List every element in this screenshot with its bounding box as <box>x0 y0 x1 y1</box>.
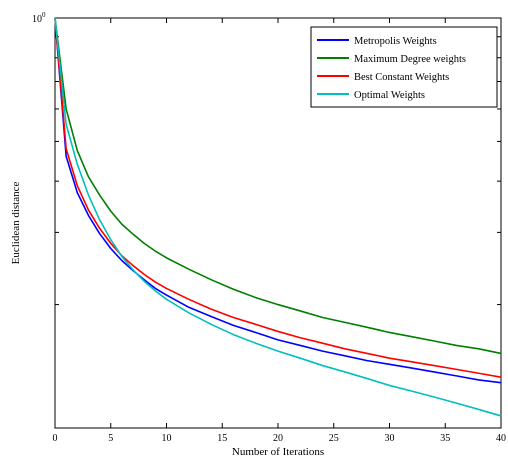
x-tick-label: 20 <box>273 433 283 444</box>
y-tick-label-exponent: 0 <box>42 11 46 19</box>
y-minor-ticks <box>55 36 501 306</box>
legend-label-3: Optimal Weights <box>354 90 425 101</box>
y-axis-label: Euclidean distance <box>10 182 22 265</box>
series-line-1 <box>54 17 502 355</box>
x-axis-label: Number of Iterations <box>232 446 324 458</box>
legend-label-0: Metropolis Weights <box>354 36 437 47</box>
series-lines <box>54 17 502 417</box>
y-tick-label-base: 10 <box>32 14 42 25</box>
x-tick-label: 40 <box>496 433 506 444</box>
series-line-2 <box>54 17 502 379</box>
x-tick-label: 30 <box>385 433 395 444</box>
x-tick-label: 10 <box>162 433 172 444</box>
series-line-3 <box>54 17 502 417</box>
legend-label-2: Best Constant Weights <box>354 72 449 83</box>
series-line-0 <box>54 17 502 384</box>
legend: Metropolis Weights Maximum Degree weights… <box>310 26 498 108</box>
x-tick-label: 0 <box>53 433 58 444</box>
x-tick-label: 25 <box>329 433 339 444</box>
x-tick-label: 15 <box>217 433 227 444</box>
x-tick-label: 5 <box>108 433 113 444</box>
legend-label-1: Maximum Degree weights <box>354 54 466 65</box>
x-axis-ticks: 0 5 10 15 20 25 30 35 40 <box>53 18 506 444</box>
x-tick-label: 35 <box>440 433 450 444</box>
